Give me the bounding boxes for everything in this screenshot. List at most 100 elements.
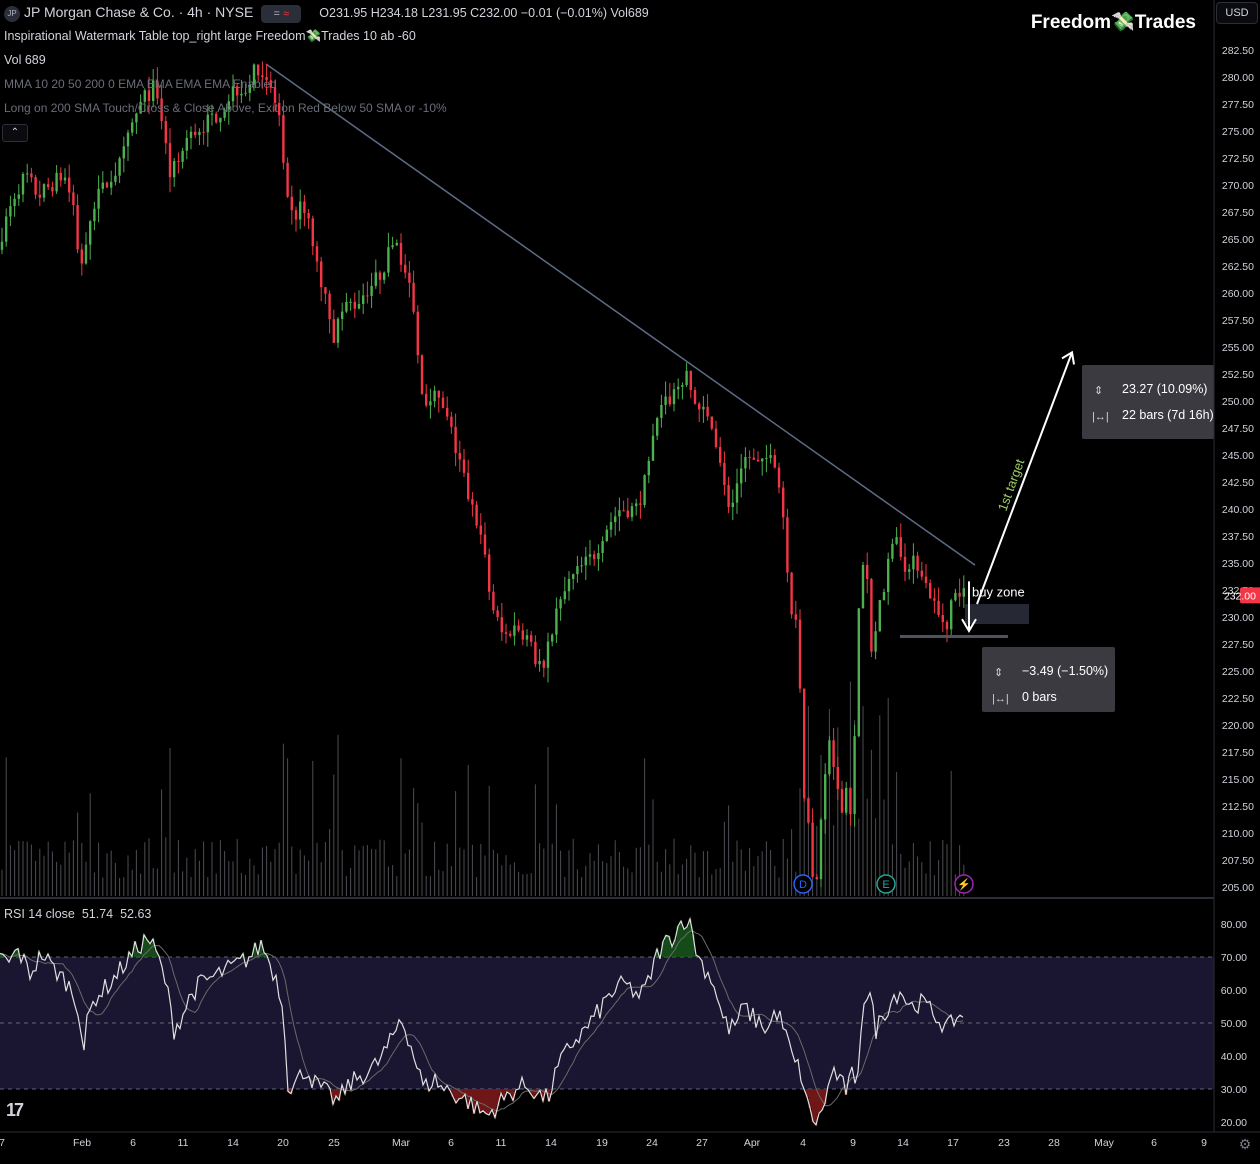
- candle-body: [210, 113, 214, 115]
- price-tick-label: 252.50: [1222, 369, 1254, 381]
- candle-body: [349, 301, 352, 303]
- price-tick-label: 280.00: [1222, 72, 1254, 84]
- candle-body: [941, 615, 944, 623]
- candle-body: [635, 503, 638, 507]
- watermark-indicator-label[interactable]: Inspirational Watermark Table top_right …: [4, 29, 416, 43]
- price-tick-label: 245.00: [1222, 450, 1254, 462]
- candle-body: [651, 435, 655, 461]
- candle-body: [126, 132, 130, 147]
- candle-body: [546, 641, 550, 668]
- candle-body: [727, 485, 730, 508]
- candle-body: [181, 150, 184, 162]
- candle-body: [114, 175, 117, 182]
- candle-body: [458, 453, 461, 460]
- candle-body: [416, 311, 419, 356]
- candle-body: [891, 543, 894, 559]
- currency-button[interactable]: USD: [1216, 2, 1258, 24]
- candle-body: [0, 241, 4, 250]
- candle-body: [525, 635, 529, 640]
- price-tick-label: 235.00: [1222, 558, 1254, 570]
- candle-body: [265, 77, 268, 81]
- candle-body: [164, 121, 167, 144]
- candle-body: [252, 64, 256, 85]
- stop-measure-bg: [982, 647, 1115, 712]
- compare-toggle[interactable]: = ≈: [261, 4, 302, 23]
- instrument-name[interactable]: JP Morgan Chase & Co. · 4h · NYSE: [24, 4, 254, 20]
- flash-marker: [954, 874, 974, 894]
- settings-gear-icon[interactable]: ⚙: [1238, 1136, 1252, 1152]
- candle-body: [933, 598, 936, 601]
- candle-body: [362, 295, 365, 304]
- candle-body: [320, 261, 323, 288]
- candle-body: [647, 460, 650, 476]
- candle-body: [538, 660, 541, 665]
- candle-body: [278, 102, 281, 116]
- time-tick-label: Apr: [744, 1137, 761, 1149]
- strategy-label[interactable]: Long on 200 SMA Touch/Cross & Close Abov…: [4, 101, 447, 115]
- candle-body: [248, 84, 251, 93]
- candle-body: [912, 555, 915, 570]
- candle-body: [584, 556, 587, 566]
- candle-body: [702, 406, 705, 410]
- trendline: [265, 63, 976, 566]
- collapse-legend-button[interactable]: ⌃: [2, 124, 28, 142]
- time-tick-label: 27: [696, 1137, 708, 1149]
- candle-body: [93, 208, 96, 222]
- candle-body: [630, 506, 634, 518]
- candle-body: [425, 393, 428, 406]
- candle-body: [404, 264, 407, 273]
- candle-body: [341, 311, 344, 319]
- candle-body: [689, 370, 692, 391]
- candle-body: [26, 173, 29, 175]
- candle-body: [773, 455, 776, 468]
- rsi-tick-label: 70.00: [1221, 952, 1247, 964]
- candle-body: [475, 504, 478, 526]
- rsi-label[interactable]: RSI 14 close 51.74 52.63: [4, 907, 152, 921]
- candle-body: [105, 182, 109, 188]
- candle-body: [429, 401, 432, 406]
- candle-body: [504, 632, 508, 634]
- candle-body: [840, 789, 844, 813]
- price-tick-label: 217.50: [1222, 747, 1254, 759]
- candle-body: [803, 688, 806, 799]
- candle-body: [257, 64, 260, 76]
- bars-icon: |↔|: [992, 693, 1009, 705]
- candle-body: [492, 591, 495, 611]
- candle-body: [47, 184, 50, 188]
- price-tick-label: 210.00: [1222, 828, 1254, 840]
- candle-body: [488, 554, 491, 592]
- candle-body: [744, 457, 747, 469]
- time-tick-label: 11: [496, 1137, 507, 1149]
- candle-body: [551, 634, 554, 642]
- candle-body: [496, 610, 499, 618]
- candle-body: [269, 80, 272, 88]
- candle-body: [765, 457, 768, 459]
- ma-indicator-label[interactable]: MMA 10 20 50 200 0 EMA EMA EMA EMA Enabl…: [4, 77, 277, 91]
- stop-measure: ⇕ −3.49 (−1.50%) |↔| 0 bars: [982, 647, 1115, 712]
- candle-body: [614, 516, 617, 523]
- candle-body: [723, 462, 726, 486]
- time-tick-label: 6: [1151, 1137, 1157, 1149]
- candle-body: [118, 158, 121, 176]
- candle-body: [282, 115, 285, 163]
- candle-body: [937, 600, 940, 616]
- symbol-logo[interactable]: JP: [4, 5, 20, 22]
- candle-body: [273, 87, 277, 103]
- time-tick-label: 14: [897, 1137, 909, 1149]
- candle-body: [731, 502, 734, 508]
- price-tick-label: 220.00: [1222, 720, 1254, 732]
- volume-label[interactable]: Vol 689: [4, 53, 46, 67]
- tradingview-logo[interactable]: 17: [6, 1100, 24, 1120]
- candle-body: [706, 406, 709, 417]
- candle-body: [895, 537, 898, 544]
- candle-body: [962, 588, 965, 597]
- candle-body: [752, 457, 755, 460]
- time-tick-label: 7: [0, 1137, 5, 1149]
- candle-body: [597, 553, 600, 560]
- candle-body: [59, 172, 62, 181]
- target-measure-change: 23.27 (10.09%): [1122, 382, 1207, 396]
- price-tick-label: 247.50: [1222, 423, 1254, 435]
- candle-body: [89, 221, 92, 245]
